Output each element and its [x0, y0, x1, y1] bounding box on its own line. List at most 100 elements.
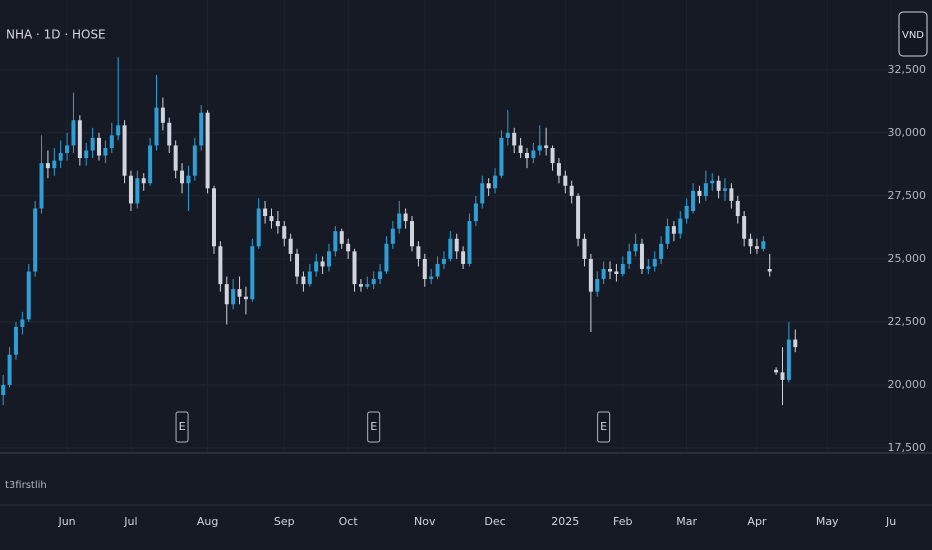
candle-body [486, 183, 491, 189]
candle-body [58, 153, 63, 161]
candle-body [320, 261, 325, 267]
candle-body [378, 271, 383, 280]
candle-body [371, 279, 376, 285]
candle-body [697, 190, 702, 196]
candle-body [128, 175, 133, 204]
candle-body [65, 145, 70, 154]
candle-body [703, 183, 708, 196]
candle-body [352, 251, 357, 285]
candle-body [384, 243, 389, 272]
candle-body [275, 221, 280, 227]
candle-body [665, 226, 670, 244]
candle-body [595, 279, 600, 292]
candle-body [1, 384, 6, 396]
candle-body [90, 137, 95, 151]
candle-body [365, 284, 370, 287]
candle-body [467, 221, 472, 264]
candle-body [461, 251, 466, 264]
candle-body [403, 213, 408, 222]
candle-body [723, 188, 728, 191]
candle-body [429, 276, 434, 280]
candle-body [205, 112, 210, 189]
y-tick-label: 22,500 [888, 315, 927, 328]
candle-body [556, 163, 561, 176]
x-tick-label: Oct [339, 515, 359, 528]
y-tick-label: 27,500 [888, 189, 927, 202]
x-tick-label: Ju [885, 515, 896, 528]
candle-body [422, 258, 427, 280]
event-marker [175, 411, 189, 443]
candle-body [173, 145, 178, 171]
candle-body [52, 160, 57, 169]
candle-body [748, 238, 753, 247]
candle-body [493, 175, 498, 189]
candle-body [256, 208, 261, 247]
candle-body [416, 246, 421, 259]
candle-body [180, 170, 185, 184]
candle-body [448, 238, 453, 259]
candle-body [518, 145, 523, 154]
candle-body [588, 258, 593, 292]
candle-body [33, 208, 38, 272]
candle-body [141, 178, 146, 184]
x-tick-label: Dec [484, 515, 505, 528]
candle-body [333, 231, 338, 252]
candle-body [314, 261, 319, 272]
candle-body [301, 276, 306, 285]
candle-body [148, 145, 153, 184]
candle-body [633, 243, 638, 252]
candle-body [499, 137, 504, 176]
candle-body [135, 178, 140, 204]
candle-body [243, 296, 248, 300]
chart-title: NHA · 1D · HOSE [6, 28, 106, 42]
candle-body [186, 175, 191, 184]
candle-body [358, 284, 363, 287]
candle-body [39, 163, 44, 209]
candle-body [122, 125, 127, 176]
candle-body [346, 243, 351, 252]
candle-body [103, 147, 108, 156]
candle-body [116, 125, 121, 136]
y-tick-label: 17,500 [888, 441, 927, 454]
candle-body [512, 132, 517, 146]
candle-body [84, 150, 89, 159]
candle-body [620, 263, 625, 275]
candle-body [742, 216, 747, 239]
x-tick-label: Apr [747, 515, 767, 528]
candle-body [160, 107, 165, 123]
candle-body [671, 226, 676, 234]
y-tick-label: 32,500 [888, 63, 927, 76]
candle-body [754, 246, 759, 249]
event-label: E [600, 420, 607, 433]
candle-body [537, 145, 542, 151]
x-tick-label: Aug [197, 515, 218, 528]
candle-body [716, 180, 721, 191]
candle-body [505, 132, 510, 138]
currency-badge[interactable] [898, 11, 928, 57]
candle-body [199, 112, 204, 146]
x-tick-label: Nov [414, 515, 436, 528]
candle-body [544, 145, 549, 148]
event-label: E [370, 420, 377, 433]
candle-body [167, 122, 172, 146]
candle-body [224, 284, 229, 305]
candle-body [614, 271, 619, 275]
candle-body [729, 188, 734, 201]
candle-body [397, 213, 402, 229]
currency-label[interactable]: VND [902, 30, 924, 41]
candle-body [250, 246, 255, 300]
candle-body [569, 185, 574, 196]
candle-body [684, 205, 689, 219]
candle-body [473, 203, 478, 222]
candle-body [295, 253, 300, 277]
candle-body [780, 372, 785, 380]
x-tick-label: Mar [676, 515, 697, 528]
candle-body [211, 188, 216, 247]
candle-body [761, 241, 766, 249]
candle-body [576, 195, 581, 239]
event-marker [597, 411, 611, 443]
y-tick-label: 25,000 [888, 252, 927, 265]
candle-body [786, 339, 791, 380]
